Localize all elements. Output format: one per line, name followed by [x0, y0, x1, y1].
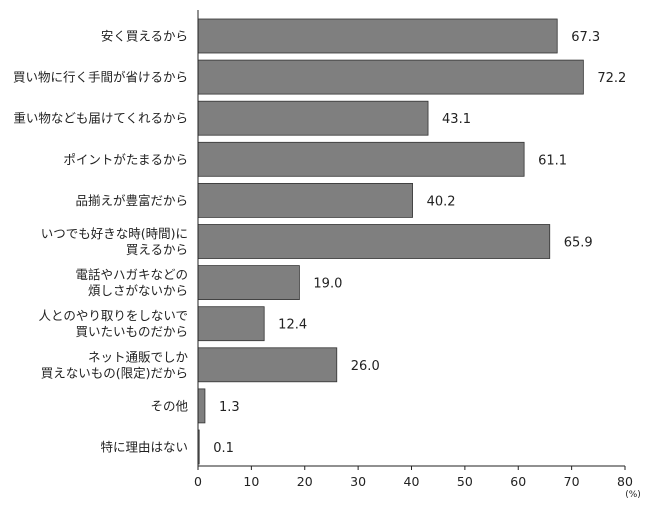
category-label: いつでも好きな時(時間)に買えるから — [41, 226, 188, 257]
x-tick-label: 40 — [404, 474, 420, 489]
bar-value-label: 65.9 — [564, 236, 593, 251]
x-axis-unit: (%) — [625, 490, 641, 500]
bar — [197, 388, 206, 424]
category-label: その他 — [150, 398, 188, 413]
bar — [197, 59, 584, 95]
category-label: 電話やハガキなどの煩しさがないから — [75, 267, 188, 298]
bar-value-label: 67.3 — [571, 30, 600, 45]
x-tick-label: 0 — [194, 474, 202, 489]
bar — [197, 306, 265, 342]
category-label: ポイントがたまるから — [63, 152, 188, 167]
x-tick-label: 20 — [297, 474, 313, 489]
bars-group — [197, 18, 584, 465]
bar — [197, 347, 338, 383]
bar — [197, 265, 300, 301]
category-label: 特に理由はない — [100, 440, 188, 455]
bar-value-label: 61.1 — [538, 153, 567, 168]
value-labels: 67.3 72.2 43.1 61.1 40.2 65.9 19.0 12.4 26.0 1.3 0… — [213, 30, 626, 456]
bar-value-label: 72.2 — [597, 71, 626, 86]
x-tick-label: 70 — [564, 474, 580, 489]
category-labels: 安く買えるから買い物に行く手間が省けるから重い物なども届けてくれるからポイントが… — [13, 29, 189, 455]
category-label: 買い物に行く手間が省けるから — [13, 70, 188, 85]
x-tick-label: 50 — [457, 474, 473, 489]
bar — [197, 141, 525, 177]
x-axis-ticks: 0 10 20 30 40 50 60 70 80 — [194, 466, 633, 489]
bar-value-label: 40.2 — [427, 194, 456, 209]
x-tick-label: 10 — [243, 474, 259, 489]
bar — [197, 18, 558, 54]
category-label: 人とのやり取りをしないで買いたいものだから — [38, 308, 188, 339]
category-label: 品揃えが豊富だから — [75, 193, 188, 208]
x-tick-label: 30 — [350, 474, 366, 489]
category-label: ネット通販でしか買えないもの(限定)だから — [41, 349, 189, 380]
bar-value-label: 12.4 — [278, 318, 307, 333]
x-tick-label: 60 — [510, 474, 526, 489]
bar — [197, 224, 551, 259]
category-label: 安く買えるから — [101, 29, 188, 44]
bar-value-label: 26.0 — [351, 359, 380, 374]
bar — [197, 182, 413, 218]
bar-value-label: 43.1 — [442, 112, 471, 127]
x-tick-label: 80 — [617, 474, 633, 489]
bar-value-label: 19.0 — [313, 277, 342, 292]
bar-value-label: 0.1 — [213, 441, 234, 456]
bar-value-label: 1.3 — [219, 400, 240, 415]
bar — [197, 100, 429, 136]
category-label: 重い物なども届けてくれるから — [13, 111, 188, 126]
